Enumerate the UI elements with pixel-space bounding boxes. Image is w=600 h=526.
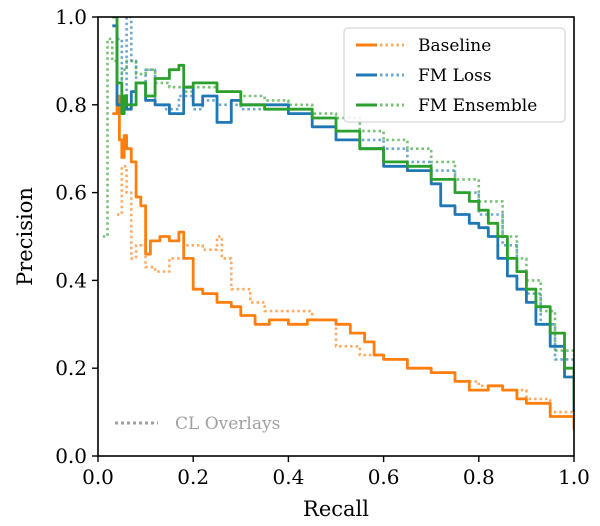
series-line-fm-ensemble-cl-overlay bbox=[102, 37, 574, 399]
legend-label: FM Ensemble bbox=[418, 96, 537, 116]
y-tick-label: 0.2 bbox=[55, 356, 87, 380]
legend-label: Baseline bbox=[418, 36, 491, 56]
legend-box bbox=[343, 27, 566, 123]
x-axis-label: Recall bbox=[303, 497, 369, 521]
x-tick-label: 0.4 bbox=[272, 465, 304, 489]
y-tick-label: 0.6 bbox=[55, 181, 87, 205]
cl-overlay-label: CL Overlays bbox=[175, 414, 280, 434]
y-tick-label: 1.0 bbox=[55, 5, 87, 29]
plot-frame bbox=[97, 16, 575, 457]
series-line-baseline-cl-overlay bbox=[117, 165, 574, 426]
cl-overlay-note: CL Overlays bbox=[115, 414, 280, 434]
series-line-fm-ensemble bbox=[112, 17, 574, 404]
series-line-baseline bbox=[112, 94, 574, 430]
x-tick-label: 1.0 bbox=[558, 465, 590, 489]
x-tick-label: 0.8 bbox=[463, 465, 495, 489]
y-axis-ticks: 0.0 0.2 0.4 0.6 0.8 1.0 bbox=[55, 5, 98, 468]
y-axis-label: Precision bbox=[13, 187, 37, 286]
x-axis-ticks: 0.0 0.2 0.4 0.6 0.8 1.0 bbox=[82, 456, 590, 489]
y-tick-label: 0.0 bbox=[55, 444, 87, 468]
x-tick-label: 0.6 bbox=[368, 465, 400, 489]
legend: Baseline FM Loss FM Ensemble bbox=[343, 27, 566, 123]
plot-lines bbox=[102, 17, 574, 430]
x-tick-label: 0.0 bbox=[82, 465, 114, 489]
y-tick-label: 0.4 bbox=[55, 268, 87, 292]
legend-label: FM Loss bbox=[418, 66, 492, 86]
x-tick-label: 0.2 bbox=[177, 465, 209, 489]
y-tick-label: 0.8 bbox=[55, 93, 87, 117]
